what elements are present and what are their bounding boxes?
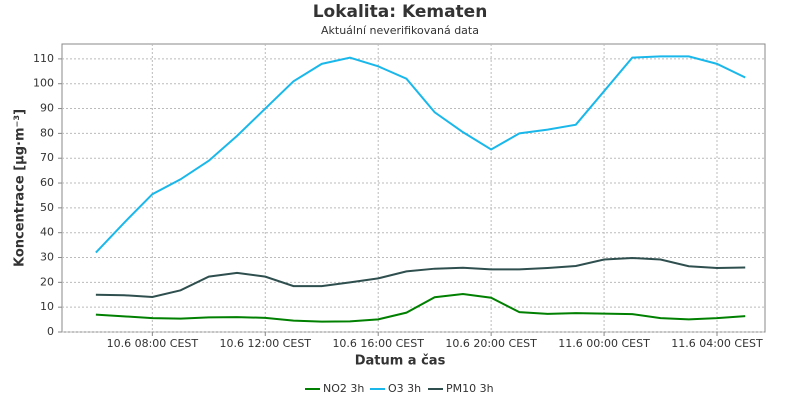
y-tick-label: 40: [40, 226, 54, 239]
plot-area: [61, 43, 766, 333]
series-line: [95, 257, 746, 299]
chart-title: Lokalita: Kematen: [313, 2, 488, 22]
series-line: [95, 293, 746, 323]
y-tick-label: 90: [40, 102, 54, 115]
y-axis-label: Koncentrace [µg·m⁻³]: [13, 109, 28, 267]
y-tick-label: 60: [40, 176, 54, 189]
series-line: [95, 55, 746, 254]
x-tick-label: 10.6 16:00 CEST: [332, 337, 424, 350]
x-tick-label: 10.6 12:00 CEST: [220, 337, 312, 350]
y-tick-label: 30: [40, 251, 54, 264]
legend-label: NO2 3h: [323, 382, 364, 395]
x-tick-label: 11.6 00:00 CEST: [558, 337, 650, 350]
x-tick-label: 10.6 08:00 CEST: [107, 337, 199, 350]
legend-label: O3 3h: [388, 382, 421, 395]
y-tick-label: 10: [40, 300, 54, 313]
y-tick-label: 50: [40, 201, 54, 214]
y-tick-label: 100: [33, 77, 54, 90]
y-tick-label: 0: [47, 325, 54, 338]
y-tick-label: 80: [40, 126, 54, 139]
y-tick-label: 110: [33, 52, 54, 65]
chart-subtitle: Aktuální neverifikovaná data: [321, 24, 479, 37]
legend-label: PM10 3h: [446, 382, 494, 395]
x-tick-label: 11.6 04:00 CEST: [671, 337, 763, 350]
x-axis-label: Datum a čas: [355, 354, 446, 369]
y-tick-label: 70: [40, 151, 54, 164]
y-tick-label: 20: [40, 275, 54, 288]
x-tick-label: 10.6 20:00 CEST: [445, 337, 537, 350]
